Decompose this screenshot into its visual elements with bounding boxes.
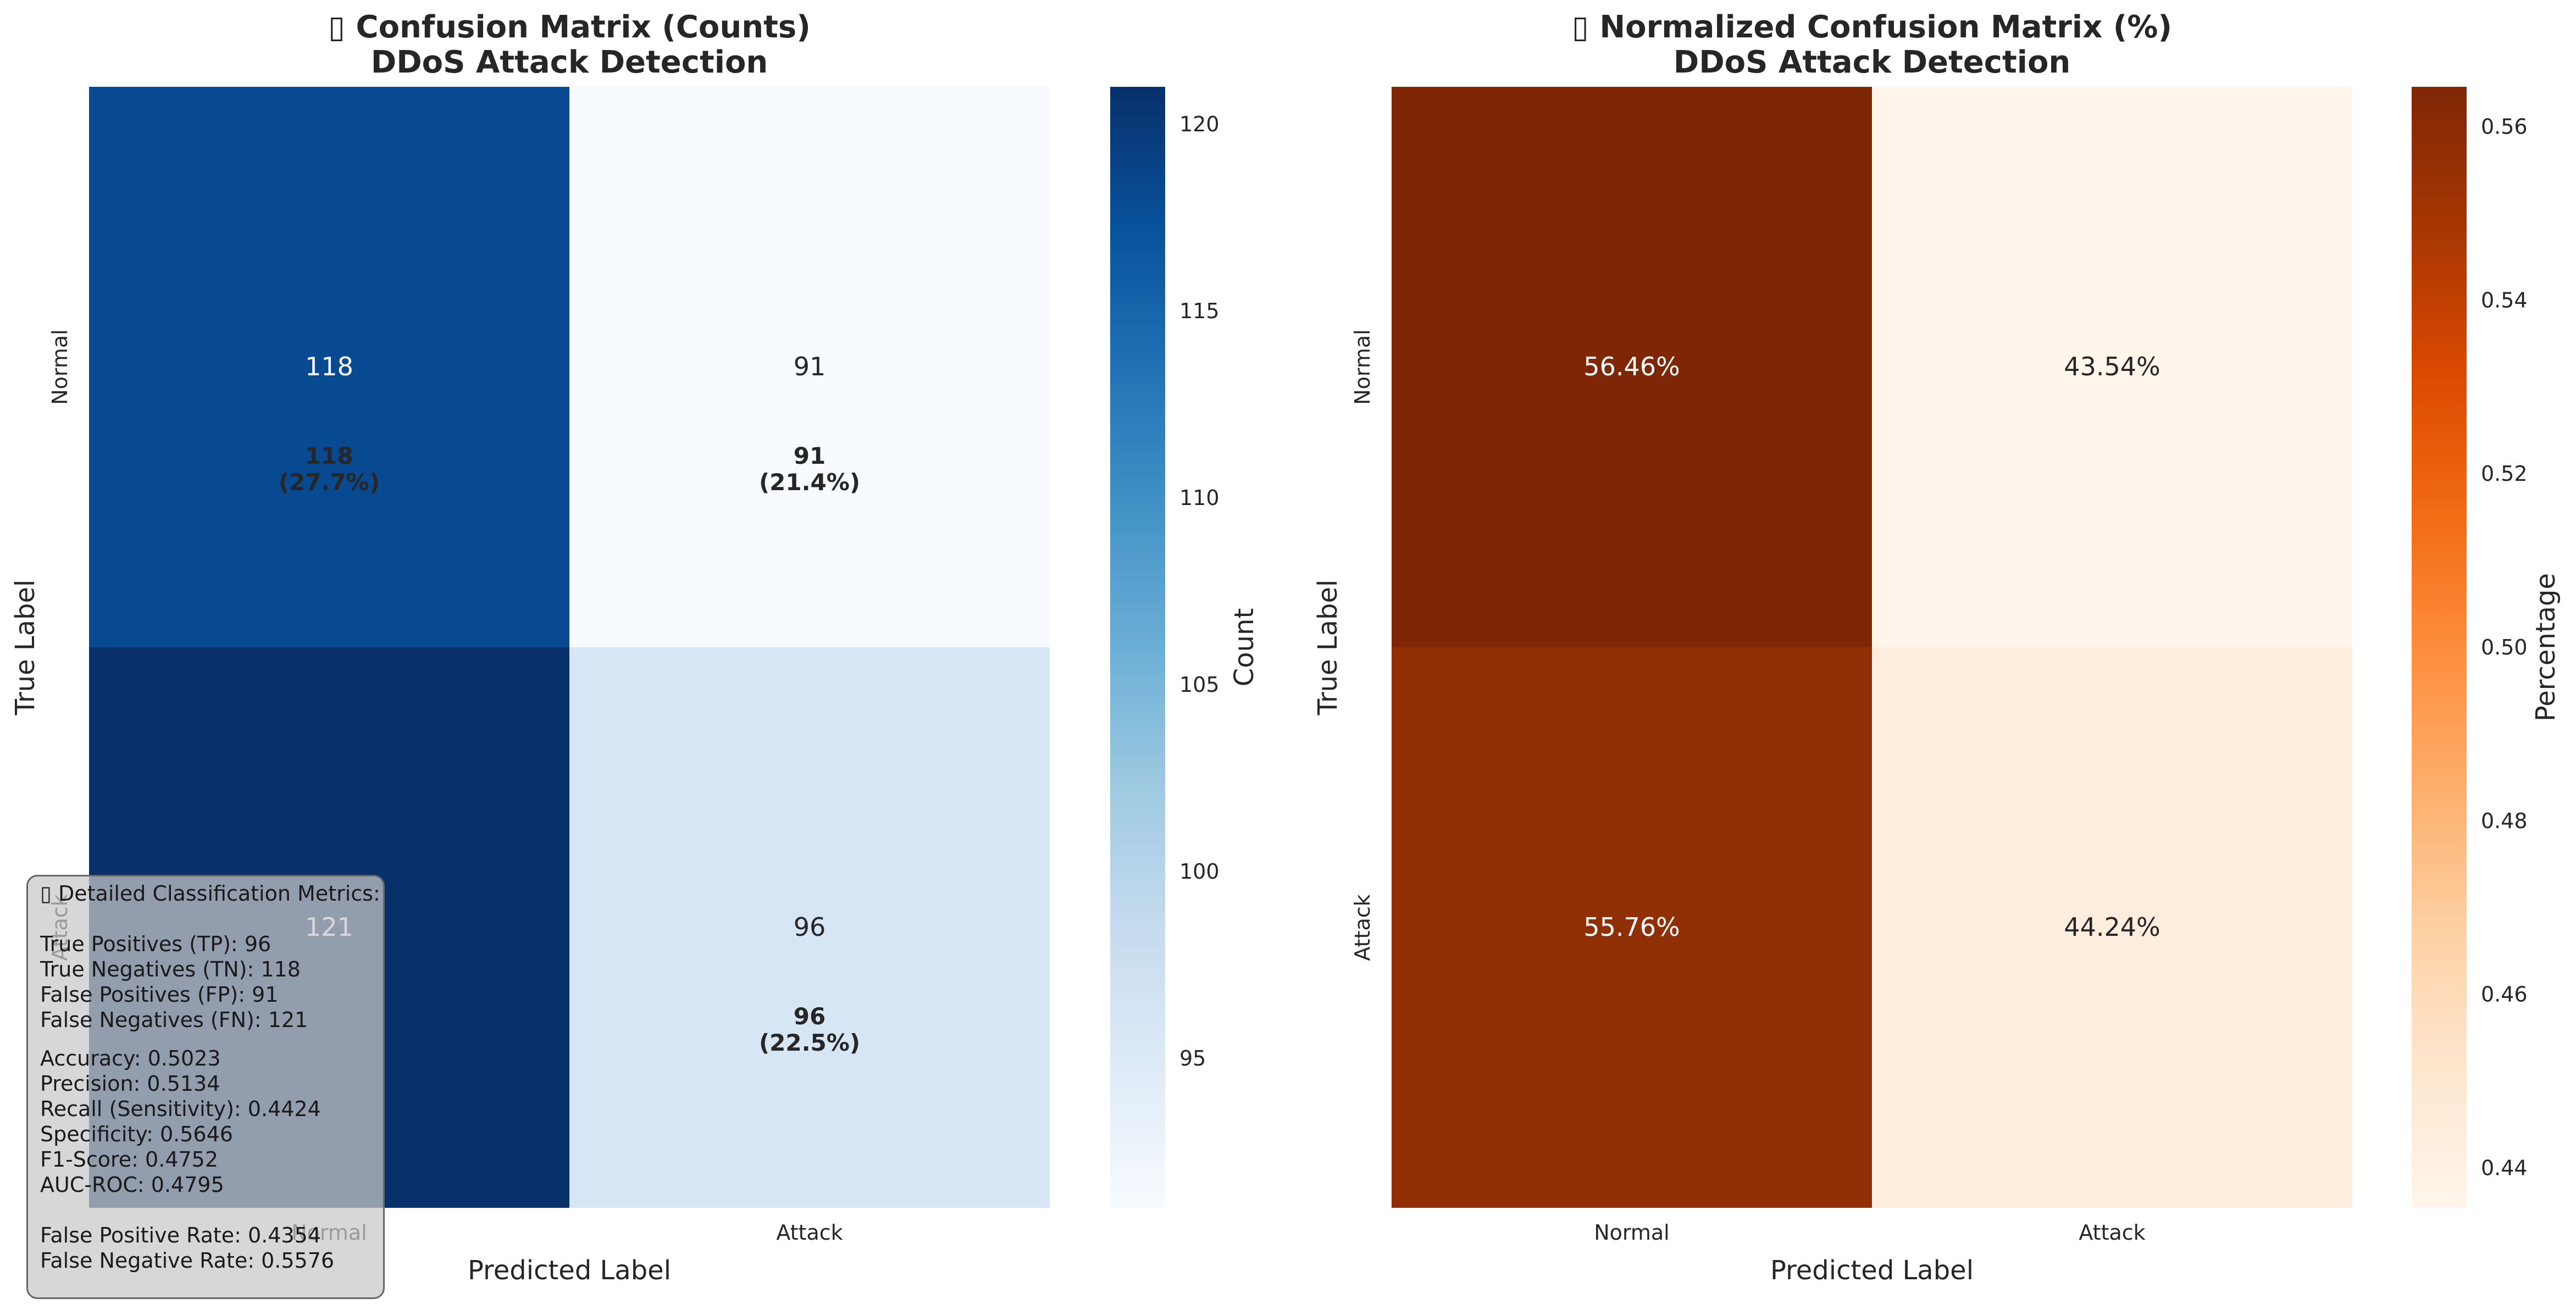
metric-precision: Precision: 0.5134 <box>40 1072 220 1096</box>
heatmap-cell <box>1872 647 2352 1208</box>
colorbar-tick-label: 0.44 <box>2481 1156 2528 1180</box>
metric-fpr: False Positive Rate: 0.4354 <box>40 1223 322 1247</box>
cell-value-label: 56.46% <box>1583 352 1680 381</box>
cell-value-label: 91 <box>794 352 826 381</box>
x-axis-label: Predicted Label <box>468 1255 671 1286</box>
colorbar-tick-label: 115 <box>1179 299 1220 323</box>
metric-f1: F1-Score: 0.4752 <box>40 1147 219 1172</box>
heatmap-cell <box>89 87 569 647</box>
colorbar-label: Percentage <box>2530 573 2561 722</box>
cell-value-label: 55.76% <box>1583 912 1680 942</box>
y-axis-label: True Label <box>1312 580 1343 716</box>
normalized-confusion-matrix-chart: ▯ Normalized Confusion Matrix (%)DDoS At… <box>1312 9 2561 1286</box>
metric-fp: False Positives (FP): 91 <box>40 983 279 1007</box>
colorbar-tick-label: 0.50 <box>2481 635 2528 659</box>
colorbar-label: Count <box>1229 608 1260 687</box>
colorbar-tick-label: 120 <box>1179 112 1220 136</box>
chart-title-line1: ▯ Confusion Matrix (Counts) <box>328 9 811 45</box>
y-tick-label: Normal <box>48 329 72 405</box>
x-tick-label: Normal <box>1594 1220 1670 1245</box>
colorbar <box>2412 87 2467 1208</box>
heatmap-cell <box>569 647 1050 1208</box>
heatmap-cell <box>1392 87 1872 647</box>
cell-annotation: 118 (27.7%) <box>279 442 380 496</box>
chart-title-line1: ▯ Normalized Confusion Matrix (%) <box>1572 9 2172 45</box>
colorbar-tick-label: 0.54 <box>2481 288 2528 312</box>
cell-annotation: 96 (22.5%) <box>759 1003 860 1056</box>
metric-tn: True Negatives (TN): 118 <box>40 957 301 981</box>
chart-title-line2: DDoS Attack Detection <box>371 45 768 80</box>
colorbar-tick-label: 110 <box>1179 486 1220 510</box>
colorbar <box>1110 87 1165 1208</box>
metric-recall: Recall (Sensitivity): 0.4424 <box>40 1097 321 1121</box>
heatmap-cell <box>569 87 1050 647</box>
x-axis-label: Predicted Label <box>1770 1255 1974 1286</box>
y-tick-label: Normal <box>1350 329 1375 405</box>
y-tick-label: Attack <box>1350 894 1375 961</box>
metric-auc: AUC-ROC: 0.4795 <box>40 1173 224 1197</box>
cell-value-label: 118 <box>305 352 353 381</box>
metric-fn: False Negatives (FN): 121 <box>40 1008 308 1032</box>
cell-annotation: 91 (21.4%) <box>759 442 860 496</box>
metrics-panel: ▯ Detailed Classification Metrics: True … <box>26 875 385 1299</box>
colorbar-tick-label: 100 <box>1179 859 1220 884</box>
colorbar-tick-label: 0.46 <box>2481 983 2528 1007</box>
metric-specificity: Specificity: 0.5646 <box>40 1122 233 1146</box>
y-axis-label: True Label <box>10 580 41 716</box>
x-tick-label: Attack <box>776 1220 843 1245</box>
heatmap-cell <box>1392 647 1872 1208</box>
colorbar-tick-label: 105 <box>1179 673 1220 697</box>
colorbar-tick-label: 0.52 <box>2481 462 2528 486</box>
metric-tp: True Positives (TP): 96 <box>40 932 272 956</box>
metric-fnr: False Negative Rate: 0.5576 <box>40 1248 335 1273</box>
colorbar-tick-label: 0.56 <box>2481 115 2528 139</box>
cell-value-label: 44.24% <box>2064 912 2160 942</box>
colorbar-tick-label: 95 <box>1179 1046 1206 1070</box>
x-tick-label: Attack <box>2079 1220 2145 1245</box>
cell-value-label: 43.54% <box>2064 352 2160 381</box>
chart-title-line2: DDoS Attack Detection <box>1674 45 2071 80</box>
metric-accuracy: Accuracy: 0.5023 <box>40 1046 221 1070</box>
metrics-header: ▯ Detailed Classification Metrics: <box>40 881 380 906</box>
colorbar-tick-label: 0.48 <box>2481 809 2528 833</box>
cell-value-label: 96 <box>794 912 826 942</box>
heatmap-cell <box>1872 87 2352 647</box>
